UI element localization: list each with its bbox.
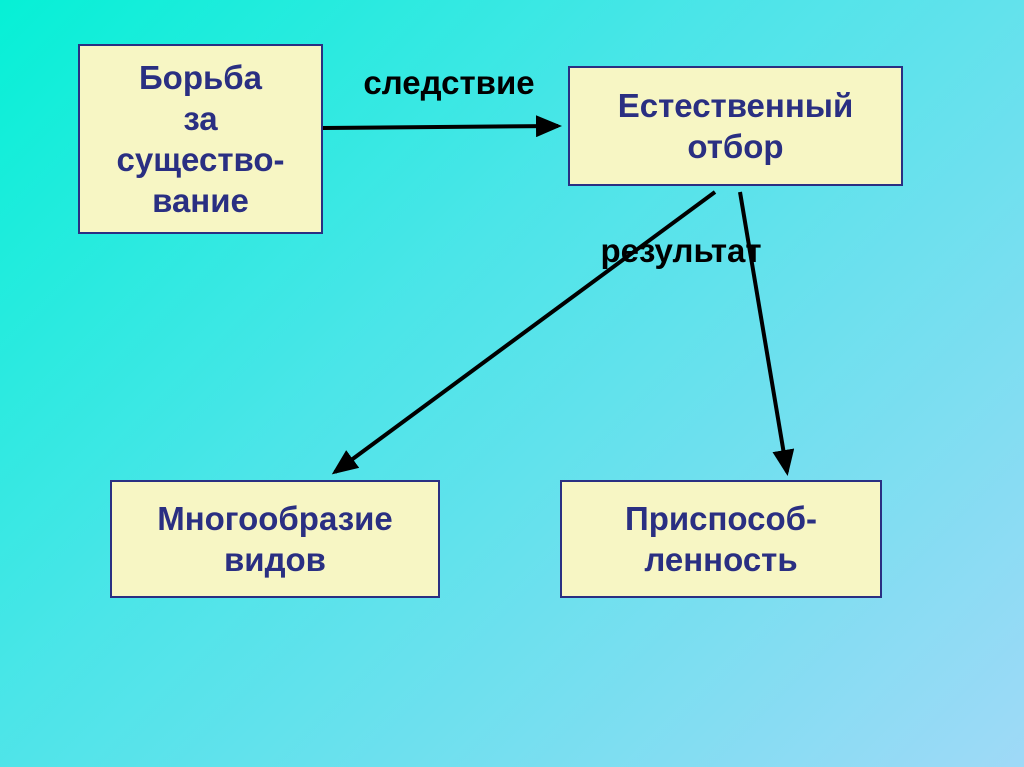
node-adaptation: Приспособ- ленность	[560, 480, 882, 598]
node-selection-text: Естественный отбор	[618, 85, 854, 168]
node-diversity: Многообразие видов	[110, 480, 440, 598]
edge-label-result-text: результат	[600, 232, 761, 269]
node-struggle-text: Борьба за существо- вание	[117, 57, 285, 222]
edge-label-result: результат	[566, 232, 796, 270]
node-struggle: Борьба за существо- вание	[78, 44, 323, 234]
edge-label-consequence-text: следствие	[363, 64, 534, 101]
edge-label-consequence: следствие	[334, 64, 564, 102]
node-selection: Естественный отбор	[568, 66, 903, 186]
node-adaptation-text: Приспособ- ленность	[625, 498, 817, 581]
node-diversity-text: Многообразие видов	[157, 498, 393, 581]
